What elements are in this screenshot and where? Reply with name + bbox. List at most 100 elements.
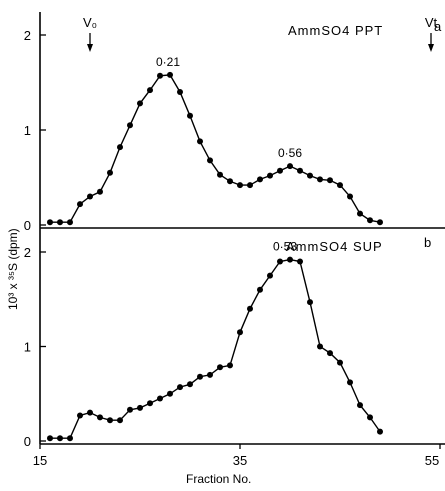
bottom-data-point	[327, 350, 333, 357]
bottom-data-point	[77, 412, 83, 419]
bottom-y-tick-label: 1	[24, 340, 31, 355]
top-data-point	[357, 210, 363, 217]
top-data-point	[227, 178, 233, 185]
top-data-point	[237, 182, 243, 189]
top-data-point	[217, 171, 223, 178]
bottom-data-point	[287, 256, 293, 263]
bottom-data-point	[57, 435, 63, 442]
bottom-data-point	[267, 272, 273, 279]
top-data-point	[117, 144, 123, 151]
volume-marker-arrow-head	[428, 44, 434, 52]
top-data-point	[327, 177, 333, 184]
bottom-data-point	[207, 371, 213, 378]
bottom-panel-series	[47, 256, 383, 442]
top-data-point	[267, 172, 273, 179]
bottom-data-point	[227, 362, 233, 369]
top-data-point	[77, 201, 83, 208]
top-data-point	[177, 89, 183, 95]
top-y-tick-label: 0	[24, 218, 31, 233]
top-y-tick-label: 2	[24, 28, 31, 43]
top-data-point	[377, 219, 383, 226]
top-data-point	[257, 176, 263, 183]
bottom-data-point	[67, 435, 73, 442]
bottom-data-point	[377, 428, 383, 435]
bottom-y-tick-label: 2	[24, 245, 31, 260]
bottom-data-point	[127, 406, 133, 413]
bottom-panel-y-ticks: 0 1 2	[24, 245, 46, 449]
bottom-data-point	[147, 400, 153, 407]
top-data-point	[347, 193, 353, 200]
top-data-point	[297, 167, 303, 174]
bottom-data-point	[337, 359, 343, 366]
top-panel-y-ticks: 0 1 2	[24, 28, 46, 233]
x-tick-label: 55	[425, 453, 439, 468]
bottom-panel-peak-annotations: 0·53	[273, 240, 297, 254]
bottom-data-point	[357, 402, 363, 409]
top-data-point	[207, 157, 213, 164]
bottom-data-point	[187, 381, 193, 388]
top-data-point	[337, 182, 343, 189]
bottom-data-point	[47, 435, 53, 442]
top-data-point	[127, 122, 133, 129]
x-axis-title: Fraction No.	[186, 472, 251, 486]
top-panel-series	[47, 71, 383, 226]
bottom-data-point	[237, 329, 243, 336]
bottom-data-point	[177, 384, 183, 391]
bottom-data-point	[347, 379, 353, 386]
top-panel-peak-annotations: 0·21 0·56	[156, 55, 302, 160]
bottom-data-point	[367, 414, 373, 421]
top-panel-corner-label: a	[434, 19, 442, 34]
top-data-point	[247, 182, 253, 189]
top-data-point	[67, 219, 73, 226]
bottom-data-point	[107, 417, 113, 424]
top-data-point	[287, 163, 293, 170]
top-series-line	[50, 74, 381, 223]
bottom-panel-corner-label: b	[424, 235, 432, 250]
bottom-data-point	[97, 414, 103, 421]
top-peak-label: 0·56	[278, 146, 302, 160]
bottom-peak-label: 0·53	[273, 240, 297, 254]
bottom-data-point	[137, 404, 143, 411]
top-data-point	[367, 217, 373, 224]
top-panel-volume-markers: V₀ Vt	[83, 15, 438, 52]
top-panel-label: AmmSO4 PPT	[288, 23, 383, 38]
top-data-point	[167, 71, 173, 78]
bottom-data-point	[257, 286, 263, 293]
top-data-point	[97, 188, 103, 195]
top-data-point	[87, 193, 93, 200]
bottom-data-point	[167, 390, 173, 397]
bottom-data-point	[157, 395, 163, 402]
shared-x-ticks: 15 35 55	[33, 444, 441, 468]
top-data-point	[47, 219, 53, 226]
panel-ammso4-ppt: 0 1 2 AmmSO4 PPT a 0·21 0·56 V₀ Vt	[24, 12, 445, 233]
top-data-point	[157, 72, 163, 79]
top-data-point	[187, 112, 193, 119]
volume-marker-label: Vt	[425, 15, 438, 30]
top-data-point	[277, 167, 283, 174]
bottom-data-point	[317, 343, 323, 350]
x-tick-label: 35	[233, 453, 247, 468]
panel-ammso4-sup: 0 1 2 AmmSO4 SUP b 0·53	[24, 228, 445, 449]
bottom-data-point	[247, 305, 253, 312]
bottom-data-point	[117, 417, 123, 424]
bottom-data-point	[87, 409, 93, 416]
y-axis-title: 10³ x ³⁵S (dpm)	[6, 228, 20, 310]
top-data-point	[137, 100, 143, 107]
volume-marker-label: V₀	[83, 15, 97, 30]
top-data-point	[197, 138, 203, 145]
bottom-panel-label: AmmSO4 SUP	[286, 239, 383, 254]
top-data-point	[57, 219, 63, 226]
x-tick-label: 15	[33, 453, 47, 468]
top-y-tick-label: 1	[24, 123, 31, 138]
top-peak-label: 0·21	[156, 55, 180, 69]
bottom-data-point	[197, 373, 203, 380]
bottom-data-point	[217, 364, 223, 371]
top-data-point	[307, 172, 313, 179]
top-data-point	[317, 176, 323, 183]
bottom-y-tick-label: 0	[24, 434, 31, 449]
bottom-data-point	[307, 299, 313, 306]
bottom-data-point	[297, 258, 303, 265]
top-data-point	[147, 87, 153, 94]
volume-marker-arrow-head	[87, 44, 93, 52]
bottom-series-line	[50, 258, 381, 439]
